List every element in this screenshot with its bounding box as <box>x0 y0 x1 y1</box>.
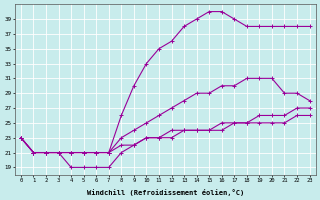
X-axis label: Windchill (Refroidissement éolien,°C): Windchill (Refroidissement éolien,°C) <box>87 189 244 196</box>
